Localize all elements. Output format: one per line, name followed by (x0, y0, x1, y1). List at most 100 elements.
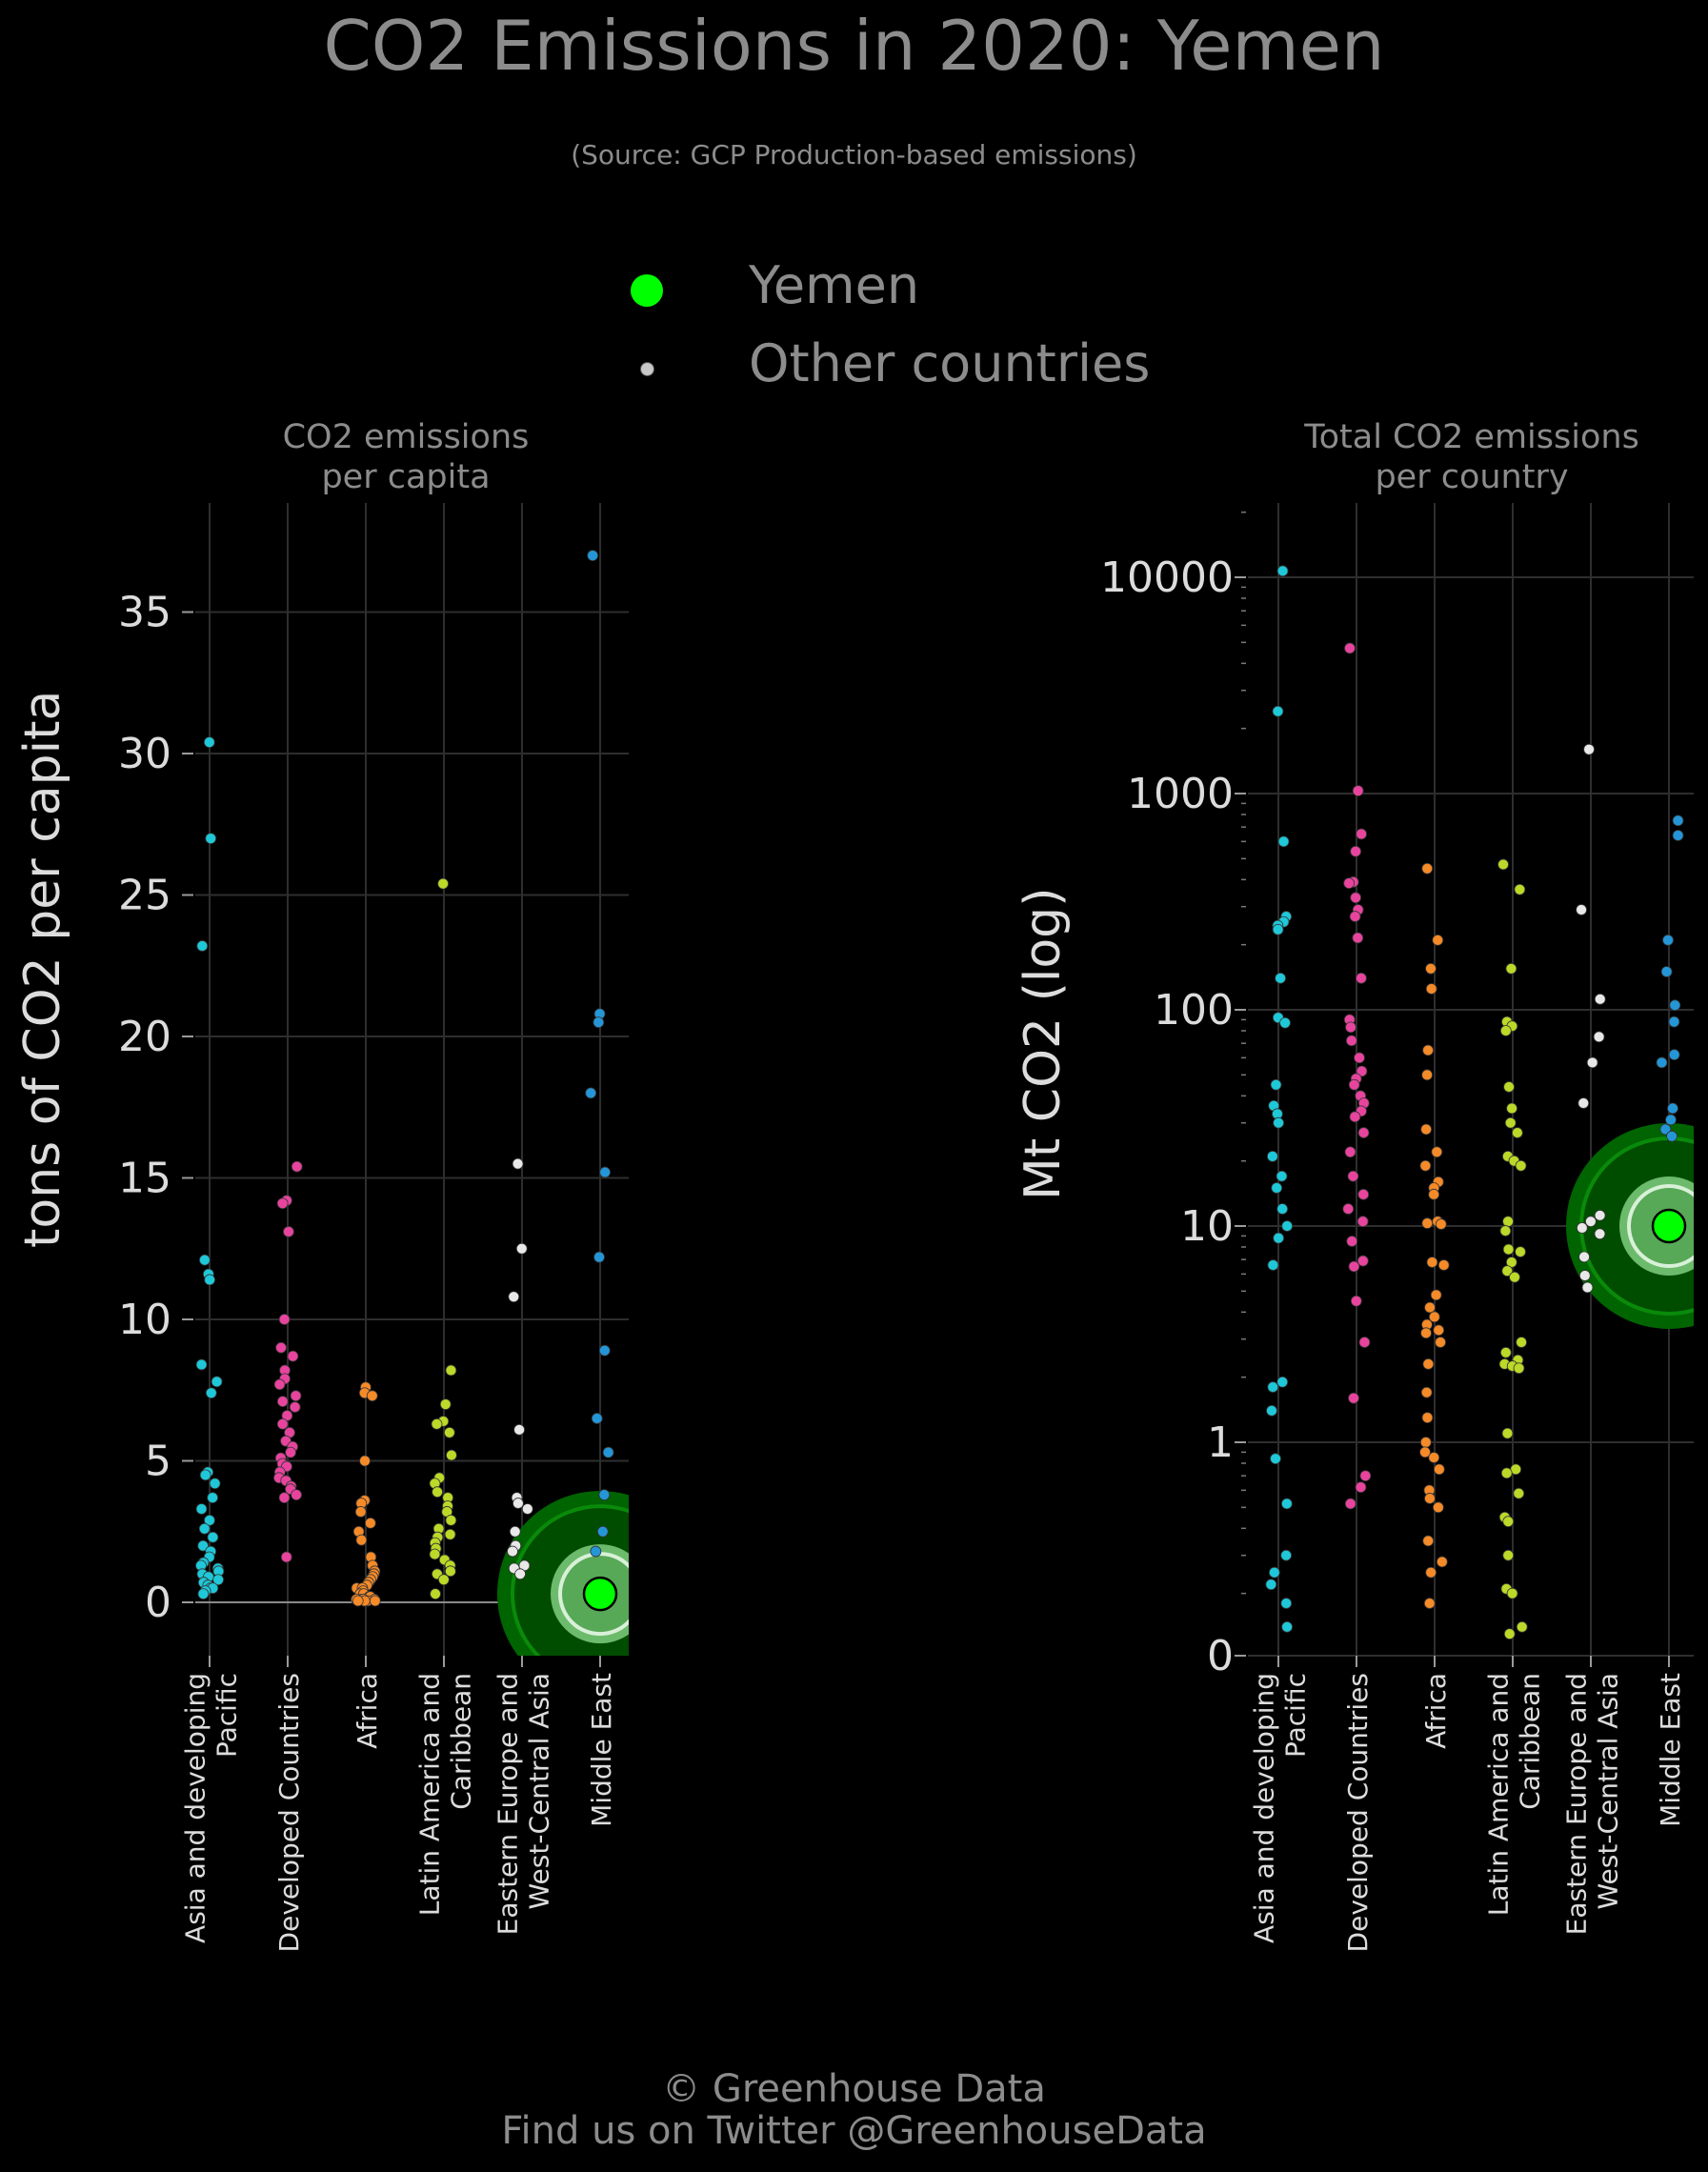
right-point-asia-and-developing-pacific (1273, 1116, 1285, 1129)
left-ytick-label-1: 5 (145, 1438, 171, 1486)
right-point-asia-and-developing-pacific (1276, 1170, 1288, 1182)
left-point-developed-countries (276, 1197, 289, 1210)
right-point-asia-and-developing-pacific (1270, 1078, 1282, 1091)
left-ytick-label-4: 20 (118, 1013, 171, 1061)
left-point-africa (359, 1455, 371, 1467)
left-point-latin-america-and-caribbean (439, 1398, 452, 1410)
right-point-asia-and-developing-pacific (1266, 1150, 1278, 1162)
left-xtick-label-eastern-europe-and-west-central-asia: Eastern Europe and (492, 1673, 524, 1935)
left-point-developed-countries (273, 1378, 286, 1391)
right-point-africa (1420, 1386, 1433, 1398)
left-point-middle-east (590, 1545, 602, 1558)
left-point-asia-and-developing-pacific (212, 1574, 225, 1586)
left-point-asia-and-developing-pacific (207, 1531, 219, 1543)
right-point-africa (1419, 1159, 1432, 1172)
right-point-asia-and-developing-pacific (1267, 1381, 1279, 1393)
right-point-developed-countries (1355, 1481, 1367, 1494)
left-point-africa (355, 1534, 368, 1546)
right-point-latin-america-and-caribbean (1502, 1549, 1515, 1561)
right-point-eastern-europe-and-west-central-asia (1577, 1097, 1590, 1109)
left-point-developed-countries (275, 1341, 287, 1354)
left-point-developed-countries (291, 1489, 303, 1501)
right-point-asia-and-developing-pacific (1279, 1016, 1291, 1029)
right-point-developed-countries (1356, 972, 1367, 984)
left-point-developed-countries (285, 1446, 296, 1458)
right-point-developed-countries (1344, 1498, 1356, 1510)
right-point-asia-and-developing-pacific (1271, 1182, 1283, 1194)
left-highlight-point-yemen (582, 1576, 618, 1612)
left-point-asia-and-developing-pacific (204, 1274, 216, 1286)
right-point-africa (1424, 1493, 1436, 1504)
left-point-asia-and-developing-pacific (205, 833, 217, 844)
right-point-developed-countries (1346, 1236, 1358, 1247)
left-point-asia-and-developing-pacific (211, 1376, 223, 1388)
left-point-latin-america-and-caribbean (444, 1565, 456, 1578)
right-ytick-label-1: 1 (1207, 1418, 1234, 1467)
right-point-africa (1433, 1324, 1445, 1337)
chart-subtitle: (Source: GCP Production-based emissions) (571, 139, 1137, 171)
right-point-latin-america-and-caribbean (1502, 1243, 1515, 1256)
right-ytick-label-3: 100 (1154, 986, 1234, 1035)
left-panel-title-line1: CO2 emissions (282, 418, 530, 456)
right-point-developed-countries (1344, 642, 1356, 654)
right-point-latin-america-and-caribbean (1503, 1081, 1515, 1093)
right-point-eastern-europe-and-west-central-asia (1581, 1281, 1594, 1294)
right-point-eastern-europe-and-west-central-asia (1576, 1222, 1588, 1234)
right-point-latin-america-and-caribbean (1497, 858, 1509, 871)
right-point-eastern-europe-and-west-central-asia (1593, 1031, 1605, 1043)
right-point-africa (1420, 1123, 1433, 1136)
left-point-asia-and-developing-pacific (198, 1522, 211, 1535)
left-point-asia-and-developing-pacific (197, 1588, 210, 1599)
right-point-asia-and-developing-pacific (1273, 1232, 1285, 1244)
right-point-asia-and-developing-pacific (1280, 1598, 1293, 1609)
left-point-eastern-europe-and-west-central-asia (512, 1157, 524, 1170)
left-ytick-label-0: 0 (145, 1579, 171, 1627)
right-point-middle-east (1667, 1102, 1678, 1115)
left-panel-title-line2: per capita (321, 458, 491, 496)
right-points-group (1265, 565, 1694, 1640)
left-point-latin-america-and-caribbean (444, 1528, 456, 1540)
right-point-asia-and-developing-pacific (1281, 1220, 1294, 1232)
left-panel-title: CO2 emissions per capita (234, 417, 577, 497)
right-point-developed-countries (1358, 1337, 1371, 1348)
right-ytick-label-4: 1000 (1127, 770, 1234, 818)
right-point-latin-america-and-caribbean (1513, 1362, 1525, 1375)
left-point-middle-east (593, 1016, 605, 1029)
left-point-latin-america-and-caribbean (430, 1588, 441, 1599)
right-point-asia-and-developing-pacific (1266, 1404, 1277, 1417)
right-point-developed-countries (1357, 1127, 1370, 1138)
left-point-middle-east (598, 1489, 611, 1501)
right-point-africa (1426, 1257, 1438, 1268)
left-point-middle-east (599, 1166, 612, 1178)
right-point-latin-america-and-caribbean (1509, 1271, 1520, 1283)
left-xtick-label-latin-america-and-caribbean: Latin America and (414, 1673, 446, 1916)
left-point-africa (366, 1390, 378, 1402)
left-point-asia-and-developing-pacific (209, 1478, 221, 1490)
right-point-eastern-europe-and-west-central-asia (1586, 1056, 1598, 1069)
left-point-eastern-europe-and-west-central-asia (508, 1291, 520, 1303)
right-point-asia-and-developing-pacific (1268, 1566, 1280, 1579)
right-point-asia-and-developing-pacific (1276, 1203, 1289, 1215)
right-point-africa (1435, 1337, 1447, 1348)
right-point-developed-countries (1343, 877, 1356, 890)
right-point-developed-countries (1350, 892, 1362, 904)
right-point-africa (1419, 1437, 1432, 1448)
right-point-asia-and-developing-pacific (1270, 1453, 1281, 1465)
right-point-developed-countries (1342, 1203, 1355, 1215)
right-point-eastern-europe-and-west-central-asia (1578, 1251, 1590, 1263)
right-point-africa (1436, 1556, 1448, 1568)
right-point-developed-countries (1356, 828, 1367, 840)
left-point-developed-countries (276, 1396, 289, 1408)
right-point-latin-america-and-caribbean (1511, 1127, 1523, 1138)
legend-highlight-label: Yemen (749, 255, 920, 315)
right-point-asia-and-developing-pacific (1272, 923, 1284, 935)
left-ytick-label-5: 25 (118, 872, 171, 920)
left-xtick-label-latin-america-and-caribbean: Caribbean (446, 1673, 477, 1810)
footer-copyright: © Greenhouse Data (662, 2067, 1046, 2111)
right-point-latin-america-and-caribbean (1505, 962, 1517, 975)
right-xtick-label-latin-america-and-caribbean: Caribbean (1515, 1673, 1546, 1810)
right-point-eastern-europe-and-west-central-asia (1594, 1228, 1606, 1240)
right-point-africa (1425, 983, 1437, 995)
right-point-latin-america-and-caribbean (1504, 1116, 1517, 1129)
right-point-latin-america-and-caribbean (1516, 1337, 1527, 1348)
